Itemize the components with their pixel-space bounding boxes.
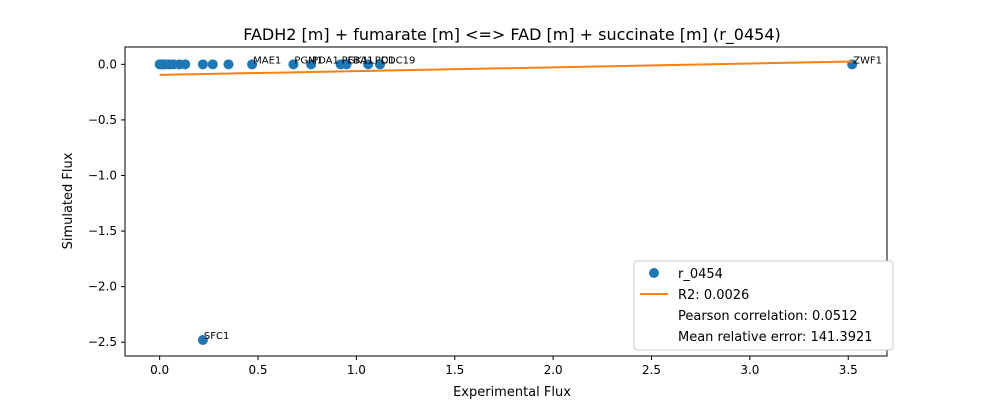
data-point <box>306 59 317 70</box>
legend-label-points: r_0454 <box>678 267 723 282</box>
x-tick-label: 3.5 <box>839 363 858 377</box>
legend-box <box>633 260 894 351</box>
x-tick-label: 2.0 <box>544 363 563 377</box>
x-tick-label: 1.0 <box>347 363 366 377</box>
x-tick-label: 0.0 <box>150 363 169 377</box>
point-label: SFC1 <box>204 331 229 342</box>
x-axis: 0.0 0.5 1.0 1.5 2.0 2.5 3.0 3.5 <box>150 356 858 377</box>
y-axis-label: Simulated Flux <box>61 152 76 249</box>
point-label: PDA1 <box>312 55 339 66</box>
point-label: CDC19 <box>381 55 415 66</box>
point-label: PGM1 <box>294 55 323 66</box>
point-label: MAE1 <box>253 55 281 66</box>
y-axis: 0.0 −0.5 −1.0 −1.5 −2.0 −2.5 <box>88 57 125 349</box>
point-label: PGK1 <box>342 55 369 66</box>
data-point <box>180 59 191 70</box>
chart-title: FADH2 [m] + fumarate [m] <=> FAD [m] + s… <box>243 25 781 45</box>
legend-label-fit: R2: 0.0026 <box>678 288 749 303</box>
y-tick-label: −1.0 <box>88 168 117 182</box>
x-tick-label: 2.5 <box>642 363 661 377</box>
data-point <box>288 59 299 70</box>
x-tick-label: 1.5 <box>445 363 464 377</box>
y-tick-label: −0.5 <box>88 113 117 127</box>
y-tick-label: −2.0 <box>88 280 117 294</box>
y-tick-label: −1.5 <box>88 224 117 238</box>
x-axis-label: Experimental Flux <box>453 385 571 400</box>
y-tick-label: −2.5 <box>88 335 117 349</box>
data-point <box>197 334 208 345</box>
point-label: FBA1 <box>348 55 374 66</box>
axes-frame <box>124 46 888 357</box>
data-point <box>223 59 234 70</box>
fit-line <box>159 60 853 76</box>
legend: r_0454 R2: 0.0026 Pearson correlation: 0… <box>633 260 894 351</box>
point-label: LPD1 <box>369 55 395 66</box>
data-point <box>247 59 258 70</box>
legend-label-pearson: Pearson correlation: 0.0512 <box>678 309 858 324</box>
data-point <box>374 59 385 70</box>
point-label: ZWF1 <box>853 55 882 66</box>
data-point <box>363 59 374 70</box>
data-point <box>197 59 208 70</box>
legend-marker-points <box>649 268 659 278</box>
x-tick-label: 3.0 <box>740 363 759 377</box>
y-tick-label: 0.0 <box>98 57 117 71</box>
legend-label-mre: Mean relative error: 141.3921 <box>678 330 873 345</box>
data-point <box>341 59 352 70</box>
data-point <box>207 59 218 70</box>
x-tick-label: 0.5 <box>248 363 267 377</box>
